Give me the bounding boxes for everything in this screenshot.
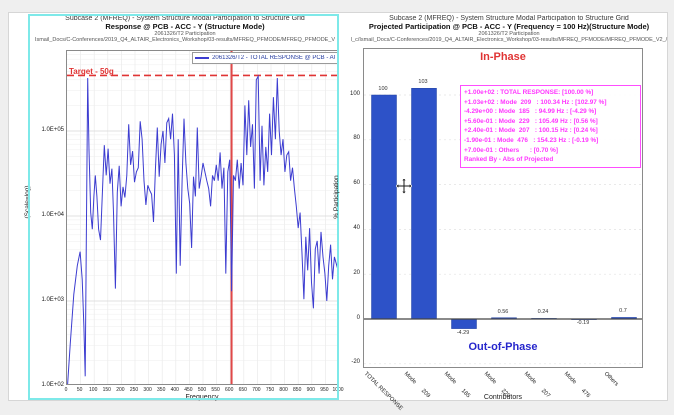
bar-0[interactable] xyxy=(371,94,397,320)
out-of-phase-label: Out-of-Phase xyxy=(468,341,538,353)
right-y-axis-title: % Participation xyxy=(333,175,340,219)
x-tick-label: 450 xyxy=(184,387,193,393)
in-phase-label: In-Phase xyxy=(480,51,526,63)
right-chart-subtitle: Projected Participation @ PCB - ACC - Y … xyxy=(368,22,650,31)
x-tick-label: 0 xyxy=(64,387,68,393)
y-tick-label: 0 xyxy=(356,314,360,321)
y-tick-label: 80 xyxy=(353,135,360,142)
annotation-line: +1.03e+02 : Mode 209 : 100.34 Hz : [102.… xyxy=(464,98,607,106)
x-tick-label: 950 xyxy=(320,387,329,393)
bar-value-label: 103 xyxy=(418,79,428,86)
bar-1[interactable] xyxy=(411,88,437,320)
x-tick-label: 850 xyxy=(293,387,302,393)
x-tick-label: 900 xyxy=(306,387,315,393)
left-chart-title: Subcase 2 (MFREQ) - System Structure Mod… xyxy=(65,15,305,22)
bar-value-label: -4.29 xyxy=(456,329,470,336)
x-tick-label: 350 xyxy=(157,387,166,393)
legend[interactable]: 2061326/T2 - TOTAL RESPONSE @ PCB - ACC … xyxy=(192,52,338,64)
right-chart-curve-note: 2061326/T2 Participation xyxy=(478,31,540,37)
x-tick-label: 750 xyxy=(265,387,275,393)
bar-value-label: -0.19 xyxy=(576,320,590,327)
right-x-axis-title: Contributors xyxy=(483,394,523,401)
legend-line-sample-icon xyxy=(195,57,210,59)
y-tick-label: 40 xyxy=(353,224,360,231)
left-y-axis-title: (Scale=log) xyxy=(24,185,31,219)
bar-value-label: 0.56 xyxy=(497,308,509,315)
y-tick-label: 100 xyxy=(349,90,360,97)
target-label: Target - 50g xyxy=(69,67,114,76)
y-tick-label: 20 xyxy=(353,269,360,276)
left-chart-header: Subcase 2 (MFREQ) - System Structure Mod… xyxy=(32,15,338,43)
y-tick-label: 1.0E+04 xyxy=(41,211,64,218)
x-tick-label: 650 xyxy=(238,387,247,393)
x-tick-label: 250 xyxy=(129,387,139,393)
annotation-line: +7.00e-01 : Others : [0.70 %] xyxy=(464,146,558,154)
right-chart-title: Subcase 2 (MFREQ) - System Structure Mod… xyxy=(389,15,629,22)
x-tick-label: 150 xyxy=(102,387,111,393)
x-tick-label: 500 xyxy=(197,387,207,393)
annotation-line: +5.60e-01 : Mode 229 : 105.49 Hz : [0.56… xyxy=(464,117,598,125)
annotation-line: +2.40e-01 : Mode 207 : 100.15 Hz : [0.24… xyxy=(464,127,598,135)
x-tick-label: 300 xyxy=(143,387,152,393)
bar-2[interactable] xyxy=(451,318,477,329)
x-tick-label: 800 xyxy=(279,387,288,393)
bar-value-label: 0.7 xyxy=(619,308,627,315)
total-response-curve[interactable] xyxy=(67,74,339,385)
annotation-line: +1.00e+02 : TOTAL RESPONSE: [100.00 %] xyxy=(464,89,594,96)
y-tick-label: 1.0E+05 xyxy=(41,126,64,133)
frequency-response-plot[interactable] xyxy=(66,50,338,385)
bar-value-label: 100 xyxy=(378,86,388,92)
y-tick-label: 60 xyxy=(353,180,360,187)
x-tick-label: 100 xyxy=(89,387,98,393)
annotation-line: -1.90e-01 : Mode 476 : 154.23 Hz : [-0.1… xyxy=(464,136,599,144)
x-tick-label: 600 xyxy=(225,387,234,393)
right-chart-file-path: l_c/Ismail_Docs/C-Conferences/2019_Q4_AL… xyxy=(350,37,668,43)
x-tick-label: 550 xyxy=(211,387,220,393)
y-tick-label: 1.0E+03 xyxy=(41,296,64,303)
x-tick-label: 50 xyxy=(76,387,83,393)
x-tick-label: 700 xyxy=(252,387,261,393)
ranking-annotation-box[interactable]: +1.00e+02 : TOTAL RESPONSE: [100.00 %] +1… xyxy=(460,85,641,168)
left-x-axis-title: Frequency xyxy=(185,394,219,401)
legend-label: 2061326/T2 - TOTAL RESPONSE @ PCB - ACC … xyxy=(212,55,335,61)
x-tick-label: 1000 xyxy=(332,387,344,393)
bar-value-label: 0.24 xyxy=(537,309,549,316)
x-tick-label: 200 xyxy=(116,387,125,393)
left-chart-file-path: Ismail_Docs/C-Conferences/2019_Q4_ALTAIR… xyxy=(34,37,336,43)
x-tick-label: 400 xyxy=(170,387,179,393)
annotation-line: Ranked By - Abs of Projected xyxy=(464,156,554,164)
annotation-line: -4.29e+00 : Mode 185 : 94.99 Hz : [-4.29… xyxy=(464,108,597,116)
y-tick-label: -20 xyxy=(351,359,360,366)
move-cursor-icon xyxy=(396,178,412,194)
right-chart-header: Subcase 2 (MFREQ) - System Structure Mod… xyxy=(350,15,668,43)
left-chart-curve-note: 2061326/T2 Participation xyxy=(154,31,216,37)
y-tick-label: 1.0E+02 xyxy=(41,381,64,388)
left-chart-subtitle: Response @ PCB - ACC - Y (Structure Mode… xyxy=(105,22,265,31)
